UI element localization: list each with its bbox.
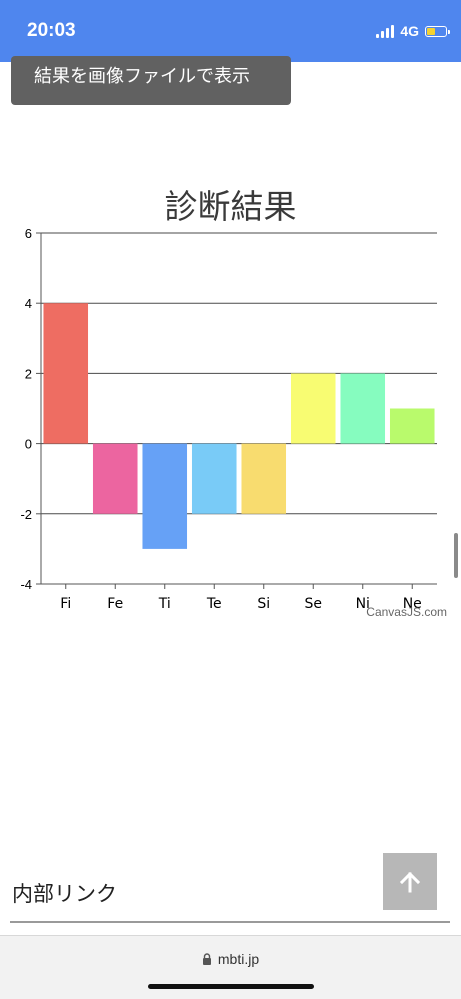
- bar-chart: -4 -2 0 2 4 6 Fi Fe Ti Te Si Se Ni Ne: [20, 226, 437, 610]
- status-indicators: 4G: [376, 23, 450, 39]
- status-time: 20:03: [27, 20, 76, 41]
- y-tick-label-2: 0: [25, 437, 32, 452]
- network-label: 4G: [400, 23, 419, 39]
- x-tick-label-ti: Ti: [158, 596, 171, 610]
- url-text: mbti.jp: [217, 951, 260, 967]
- chart-credit[interactable]: CanvasJS.com: [366, 605, 447, 619]
- signal-icon: [376, 24, 395, 38]
- bar-ne: [389, 408, 435, 444]
- x-tick-label-fe: Fe: [107, 596, 123, 610]
- bar-si: [241, 443, 287, 514]
- scroll-to-top-button[interactable]: [383, 853, 437, 910]
- internal-links-heading: 内部リンク: [12, 882, 117, 906]
- status-bar: 20:03 4G: [0, 0, 461, 62]
- arrow-up-icon: [399, 871, 421, 892]
- bar-fi: [43, 303, 89, 444]
- section-divider: [10, 921, 450, 923]
- chart-title: 診断結果: [164, 187, 297, 226]
- bar-fe: [92, 443, 138, 514]
- y-tick-label-1: -2: [20, 507, 32, 522]
- y-tick-label-4: 4: [25, 296, 32, 311]
- y-tick-label-3: 2: [25, 366, 32, 381]
- bar-te: [191, 443, 237, 514]
- battery-icon: [425, 25, 450, 37]
- y-tick-label-5: 6: [25, 226, 32, 241]
- home-indicator[interactable]: [148, 984, 314, 989]
- x-tick-label-te: Te: [206, 596, 222, 610]
- show-image-button[interactable]: 結果を画像ファイルで表示: [11, 56, 291, 105]
- x-tick-label-si: Si: [257, 596, 270, 610]
- page-scrollbar[interactable]: [454, 533, 458, 578]
- bar-ni: [340, 373, 386, 444]
- lock-icon: [202, 953, 211, 965]
- x-tick-label-ne: Ne: [403, 596, 422, 610]
- x-tick-label-ni: Ni: [356, 596, 370, 610]
- address-bar[interactable]: mbti.jp: [0, 951, 461, 967]
- battery-level: [427, 27, 435, 35]
- x-tick-label-se: Se: [305, 596, 323, 610]
- browser-bottom-bar: mbti.jp: [0, 935, 461, 999]
- y-tick-label-0: -4: [20, 577, 32, 592]
- bar-se: [290, 373, 336, 444]
- x-tick-label-fi: Fi: [60, 596, 71, 610]
- bar-ti: [142, 443, 188, 549]
